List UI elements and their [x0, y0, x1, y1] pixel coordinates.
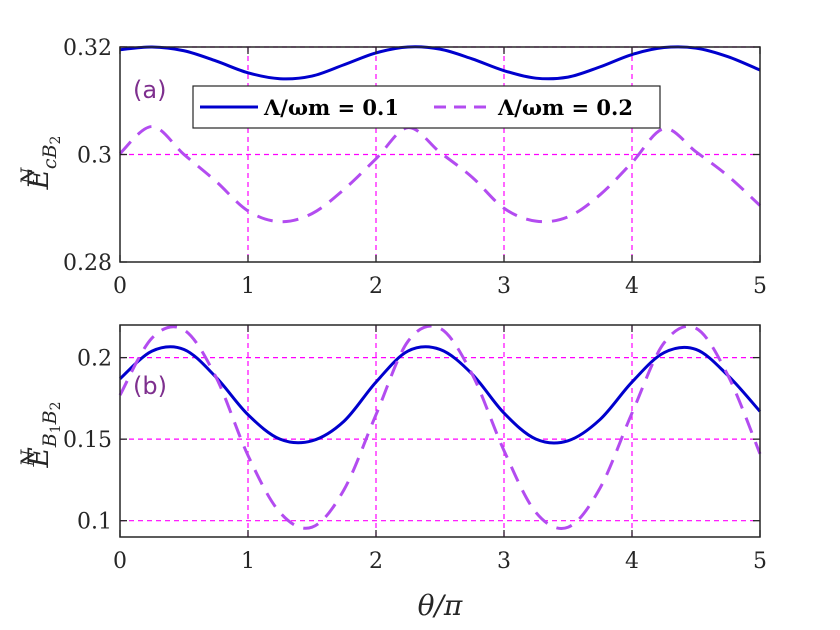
panel-b-ylabel-sub: B — [39, 433, 61, 448]
x-tick-label: 0 — [113, 274, 127, 299]
x-tick-label: 0 — [113, 549, 127, 574]
series-solid-line — [118, 345, 762, 445]
x-tick-label: 2 — [369, 549, 383, 574]
panel-b-grid — [120, 325, 760, 537]
panel-b-y-axis-label: EB1B2 N — [17, 396, 64, 468]
panel-a-y-ticks: 0.28 0.3 0.32 — [63, 36, 760, 276]
panel-a-ylabel-sup: N — [17, 166, 39, 185]
panel-a-y-axis-label: EcB2 N — [17, 130, 64, 191]
series-solid-line — [119, 45, 761, 81]
x-axis-label: θ/π — [418, 589, 463, 622]
panel-b-ylabel-subsub1: 1 — [48, 424, 64, 433]
panel-b-ylabel-sup: N — [17, 448, 39, 467]
x-tick-label: 5 — [753, 274, 767, 299]
legend-box — [192, 85, 661, 129]
y-tick-label: 0.1 — [77, 510, 112, 535]
panel-b-plot-area — [120, 325, 760, 537]
panel-b-label: (b) — [133, 372, 167, 400]
legend: Λ/ωm = 0.1 Λ/ωm = 0.2 — [192, 85, 661, 129]
panel-a-label: (a) — [133, 76, 166, 104]
panel-b-series — [118, 324, 762, 530]
x-tick-label: 4 — [625, 549, 639, 574]
y-tick-label: 0.15 — [63, 428, 112, 453]
x-tick-label: 1 — [241, 274, 255, 299]
svg-text:EcB2 N: EcB2 N — [17, 130, 64, 190]
panel-a-ylabel-main: E — [22, 169, 55, 190]
legend-entry-1: Λ/ωm = 0.1 — [263, 95, 399, 120]
x-tick-label: 2 — [369, 274, 383, 299]
svg-text:EB1B2 N: EB1B2 N — [17, 396, 64, 468]
y-tick-label: 0.3 — [77, 144, 112, 169]
y-tick-label: 0.28 — [63, 251, 112, 276]
y-tick-label: 0.2 — [77, 347, 112, 372]
x-tick-label: 3 — [497, 274, 511, 299]
panel-a-x-ticks: 0 1 2 3 4 5 — [113, 47, 767, 299]
series-dashed-line — [118, 125, 762, 224]
y-tick-label: 0.32 — [63, 36, 112, 61]
panel-b-ylabel-subsub2: 2 — [48, 401, 64, 410]
panel-a-ylabel-subsub: 2 — [48, 136, 64, 145]
panel-b-ylabel-main: E — [22, 447, 55, 468]
panel-b-y-ticks: 0.1 0.15 0.2 — [63, 347, 760, 535]
panel-b-ylabel-sub2: B — [39, 410, 61, 425]
panel-b-frame — [119, 324, 761, 538]
legend-entry-2: Λ/ωm = 0.2 — [497, 95, 633, 120]
x-tick-label: 4 — [625, 274, 639, 299]
series-dashed-line — [118, 324, 762, 530]
panel-b-x-ticks: 0 1 2 3 4 5 — [113, 325, 767, 574]
x-tick-label: 5 — [753, 549, 767, 574]
panel-a-ylabel-sub: cB — [39, 144, 61, 169]
x-tick-label: 1 — [241, 549, 255, 574]
panel-a-series — [118, 45, 762, 224]
x-tick-label: 3 — [497, 549, 511, 574]
